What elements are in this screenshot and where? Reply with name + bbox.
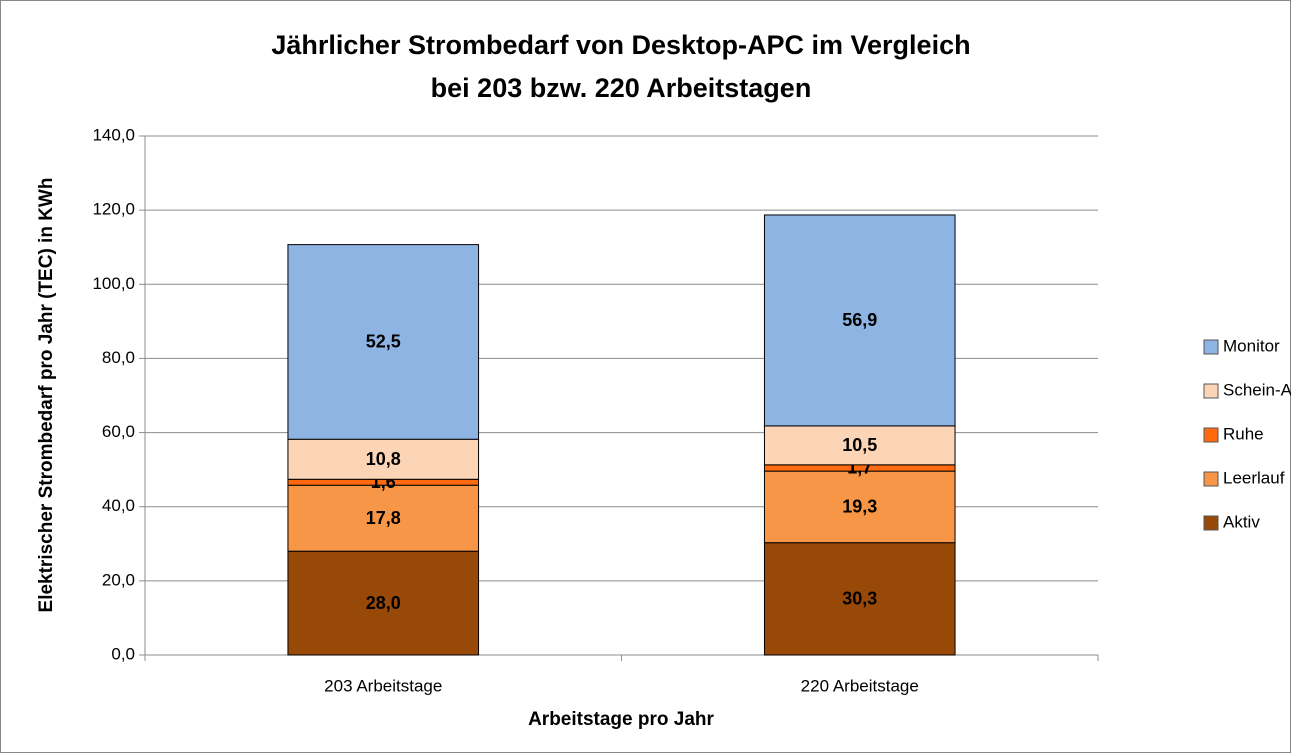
legend-swatch: [1203, 515, 1219, 531]
chart-title: Jährlicher Strombedarf von Desktop-APC i…: [271, 30, 970, 60]
y-tick-label: 60,0: [102, 422, 135, 441]
y-tick-label: 40,0: [102, 496, 135, 515]
bar-segment: [763, 214, 956, 427]
bar-segment: [287, 438, 480, 480]
bar-segment: [763, 425, 956, 466]
legend-swatch: [1203, 427, 1219, 443]
legend-label: Ruhe: [1223, 424, 1264, 443]
y-axis-title: Elektrischer Strombedarf pro Jahr (TEC) …: [36, 178, 57, 613]
data-label: 17,8: [366, 508, 401, 528]
legend-label: Schein-Aus: [1223, 380, 1291, 399]
x-tick-label: 220 Arbeitstage: [801, 676, 919, 695]
legend-swatch: [1203, 339, 1219, 355]
legend-swatch: [1203, 383, 1219, 399]
data-label: 10,8: [366, 449, 401, 469]
x-tick-label: 203 Arbeitstage: [324, 676, 442, 695]
legend-label: Aktiv: [1223, 512, 1260, 531]
bar-segment: [763, 542, 956, 656]
y-tick-label: 0,0: [111, 644, 135, 663]
bar-segment: [287, 484, 480, 552]
y-tick-label: 100,0: [92, 274, 135, 293]
bar-segment: [287, 244, 480, 440]
bar-segment: [763, 470, 956, 544]
data-label: 56,9: [842, 310, 877, 330]
y-tick-label: 20,0: [102, 570, 135, 589]
bar-segment: [287, 550, 480, 656]
legend-label: Leerlauf: [1223, 468, 1285, 487]
data-label: 52,5: [366, 332, 401, 352]
data-label: 19,3: [842, 497, 877, 517]
y-tick-label: 120,0: [92, 200, 135, 219]
legend-label: Monitor: [1223, 336, 1280, 355]
x-axis-title: Arbeitstage pro Jahr: [528, 709, 714, 730]
data-label: 28,0: [366, 593, 401, 613]
chart-title: bei 203 bzw. 220 Arbeitstagen: [431, 73, 812, 103]
y-tick-label: 140,0: [92, 125, 135, 144]
y-tick-label: 80,0: [102, 348, 135, 367]
data-label: 10,5: [842, 435, 877, 455]
data-label: 30,3: [842, 589, 877, 609]
legend-swatch: [1203, 471, 1219, 487]
